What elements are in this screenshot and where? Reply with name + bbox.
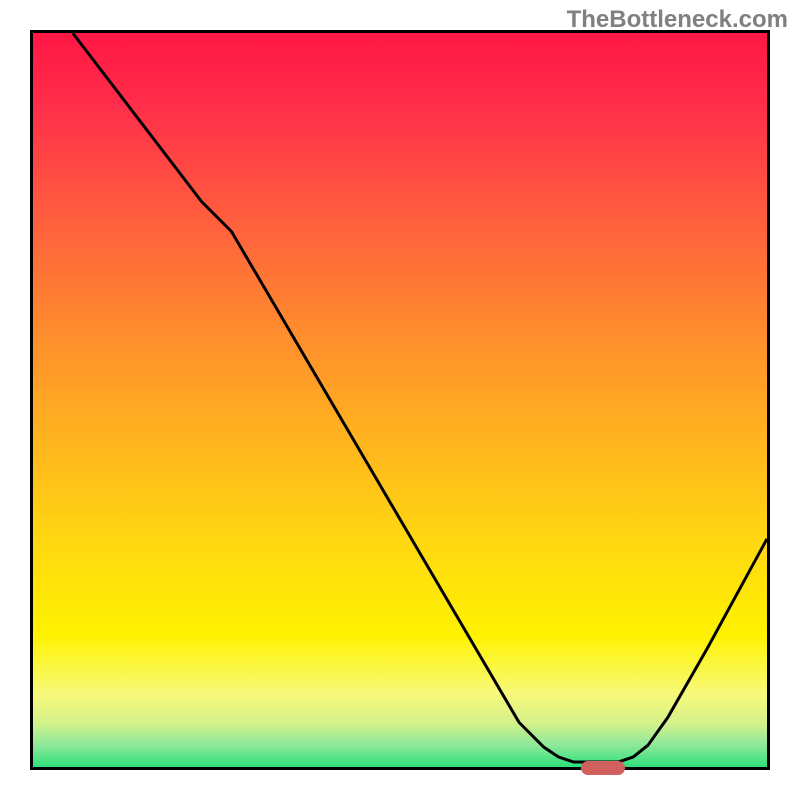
optimal-marker bbox=[581, 761, 625, 775]
curve-path bbox=[73, 33, 767, 762]
watermark-text: TheBottleneck.com bbox=[567, 6, 788, 34]
bottleneck-curve bbox=[33, 33, 767, 767]
bottleneck-chart bbox=[30, 30, 770, 770]
